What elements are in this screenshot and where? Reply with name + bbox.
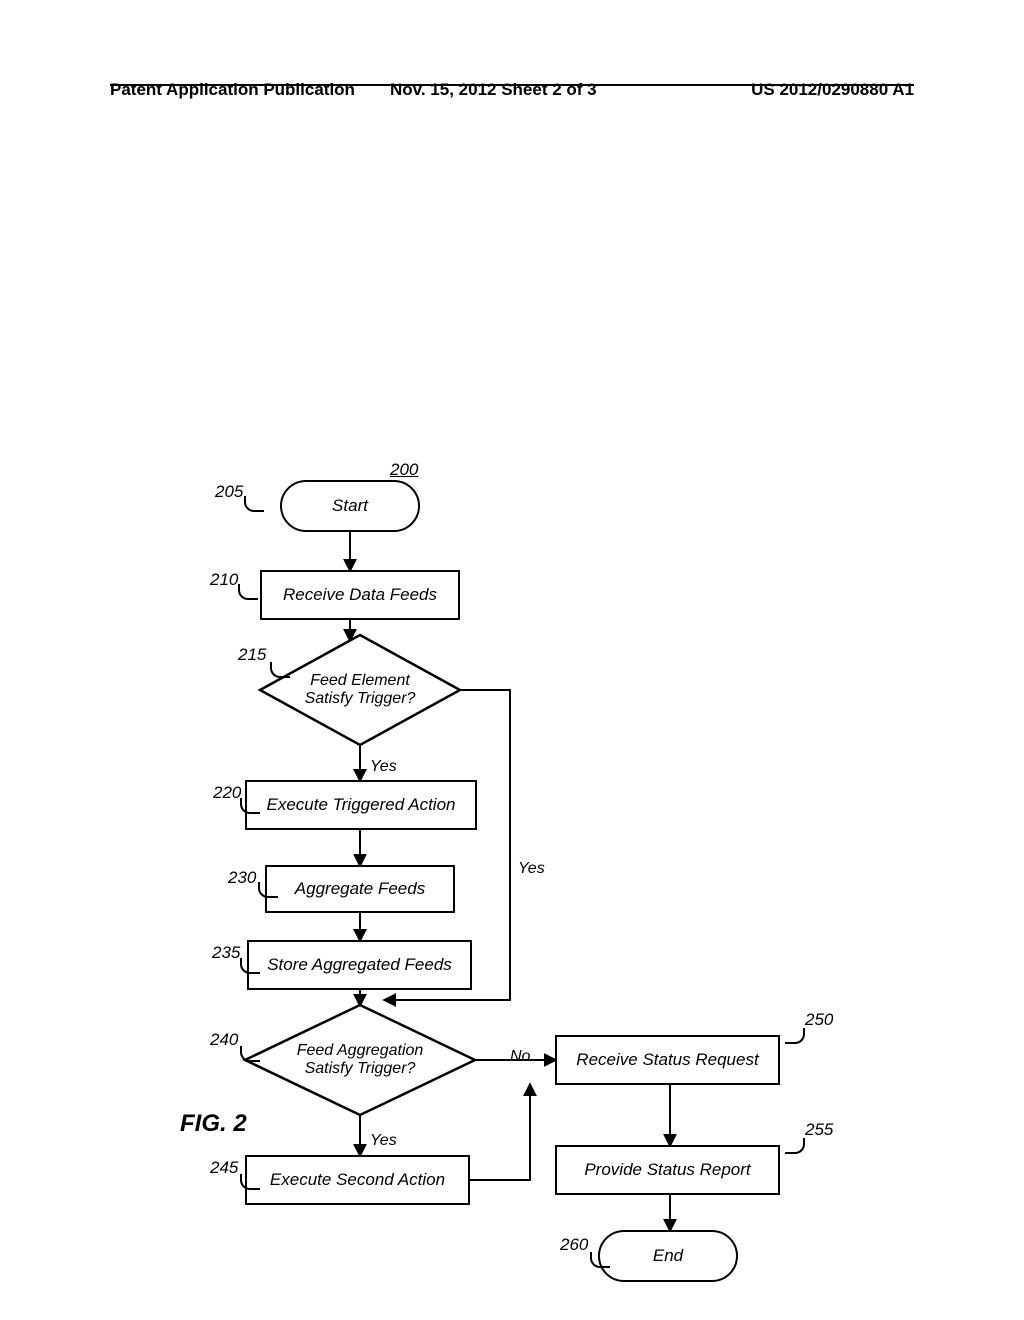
flow-edge: [470, 1085, 530, 1180]
reference-number: 255: [805, 1120, 833, 1140]
decision-label: Feed Aggregation Satisfy Trigger?: [245, 1005, 475, 1115]
reference-number: 250: [805, 1010, 833, 1030]
edge-label: Yes: [518, 860, 545, 878]
process-node: Receive Status Request: [555, 1035, 780, 1085]
reference-number: 240: [210, 1030, 238, 1050]
process-node: Aggregate Feeds: [265, 865, 455, 913]
connector-lines: [0, 180, 1024, 1280]
reference-tick: [258, 882, 278, 898]
reference-number: 235: [212, 943, 240, 963]
reference-tick: [244, 496, 264, 512]
reference-tick: [785, 1138, 805, 1154]
terminator-node: Start: [280, 480, 420, 532]
reference-tick: [270, 662, 290, 678]
process-node: Receive Data Feeds: [260, 570, 460, 620]
header-date-sheet: Nov. 15, 2012 Sheet 2 of 3: [390, 80, 597, 100]
header-pub-number: US 2012/0290880 A1: [751, 80, 914, 100]
process-node: Execute Triggered Action: [245, 780, 477, 830]
reference-tick: [240, 958, 260, 974]
reference-number: 220: [213, 783, 241, 803]
decision-label: Feed Element Satisfy Trigger?: [260, 635, 460, 745]
header-publication-type: Patent Application Publication: [110, 80, 355, 100]
terminator-node: End: [598, 1230, 738, 1282]
edge-label: Yes: [370, 1132, 397, 1150]
reference-tick: [238, 584, 258, 600]
process-node: Execute Second Action: [245, 1155, 470, 1205]
reference-number: 245: [210, 1158, 238, 1178]
reference-number: 210: [210, 570, 238, 590]
process-node: Store Aggregated Feeds: [247, 940, 472, 990]
reference-tick: [240, 1174, 260, 1190]
figure-caption: FIG. 2: [180, 1110, 247, 1138]
edge-label: No: [510, 1048, 530, 1066]
reference-tick: [240, 1046, 260, 1062]
reference-tick: [785, 1028, 805, 1044]
figure-number: 200: [390, 460, 418, 480]
flowchart-diagram: 200 Start Receive Data Feeds Feed Element …: [0, 180, 1024, 1180]
process-node: Provide Status Report: [555, 1145, 780, 1195]
reference-number: 205: [215, 482, 243, 502]
reference-number: 215: [238, 645, 266, 665]
reference-tick: [240, 798, 260, 814]
page-header: Patent Application Publication Nov. 15, …: [110, 80, 914, 86]
page: Patent Application Publication Nov. 15, …: [0, 0, 1024, 1320]
reference-number: 230: [228, 868, 256, 888]
reference-tick: [590, 1252, 610, 1268]
edge-label: Yes: [370, 758, 397, 776]
reference-number: 260: [560, 1235, 588, 1255]
